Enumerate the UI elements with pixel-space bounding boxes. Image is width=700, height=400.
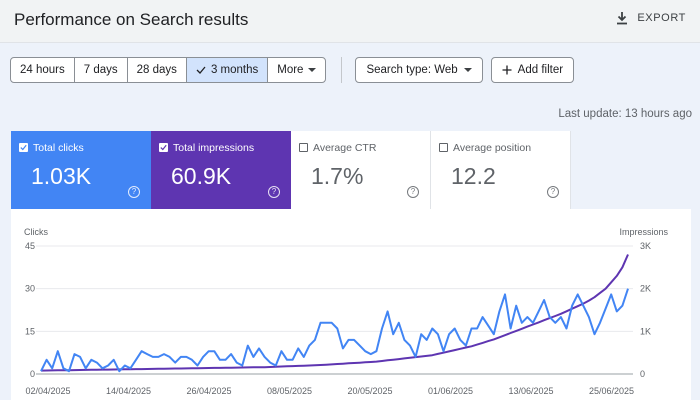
checkbox-unchecked-icon[interactable]	[439, 143, 448, 152]
metric-label: Total impressions	[173, 142, 255, 154]
left-axis-tick-label: 15	[25, 326, 35, 336]
help-icon[interactable]: ?	[407, 186, 419, 198]
add-filter-button[interactable]: Add filter	[490, 57, 575, 83]
filter-bar: 24 hours 7 days 28 days 3 months More Se…	[10, 57, 575, 83]
left-axis-tick-label: 0	[30, 369, 35, 379]
clicks-series-line	[40, 288, 629, 373]
metric-value: 60.9K	[171, 163, 232, 189]
checkbox-checked-icon[interactable]	[159, 143, 168, 152]
right-axis-tick-label: 2K	[640, 284, 651, 294]
search-type-dropdown[interactable]: Search type: Web	[355, 57, 483, 83]
performance-chart-panel: 45 3K 30 2K 15 1K 0 0 Clicks Impressions 02/04/202…	[11, 209, 691, 400]
x-axis-tick-label: 25/06/2025	[589, 386, 634, 396]
metric-label: Average CTR	[313, 142, 377, 154]
help-icon[interactable]: ?	[547, 186, 559, 198]
right-axis-title: Impressions	[619, 227, 668, 237]
x-axis-tick-label: 01/06/2025	[428, 386, 473, 396]
left-axis-tick-label: 30	[25, 284, 35, 294]
left-axis-title: Clicks	[24, 227, 48, 237]
x-axis-tick-label: 13/06/2025	[508, 386, 553, 396]
checkmark-icon	[196, 66, 206, 74]
impressions-series-line	[40, 254, 629, 372]
metric-value: 1.7%	[311, 163, 364, 189]
x-axis-tick-label: 26/04/2025	[186, 386, 231, 396]
metric-card-total-clicks[interactable]: Total clicks 1.03K ?	[11, 131, 151, 209]
plus-icon	[502, 65, 512, 75]
right-axis-tick-label: 1K	[640, 326, 651, 336]
export-label: EXPORT	[637, 12, 686, 24]
divider	[341, 57, 343, 83]
metric-label: Total clicks	[33, 142, 84, 154]
dropdown-arrow-icon	[308, 68, 317, 72]
left-axis-tick-label: 45	[25, 241, 35, 251]
range-3-months[interactable]: 3 months	[186, 58, 269, 82]
performance-chart: 45 3K 30 2K 15 1K 0 0 Clicks Impressions 02/04/202…	[24, 227, 669, 396]
page-title: Performance on Search results	[14, 10, 249, 29]
export-button[interactable]: EXPORT	[615, 11, 686, 25]
metric-card-average-position[interactable]: Average position 12.2 ?	[431, 131, 571, 209]
checkbox-unchecked-icon[interactable]	[299, 143, 308, 152]
right-axis-tick-label: 3K	[640, 241, 651, 251]
range-more-dropdown[interactable]: More	[268, 58, 325, 82]
x-axis-tick-label: 20/05/2025	[347, 386, 392, 396]
x-axis-tick-label: 08/05/2025	[267, 386, 312, 396]
checkbox-checked-icon[interactable]	[19, 143, 28, 152]
metric-value: 12.2	[451, 163, 496, 189]
help-icon[interactable]: ?	[268, 186, 280, 198]
download-icon	[617, 12, 628, 25]
x-axis-tick-label: 02/04/2025	[25, 386, 70, 396]
right-axis-tick-label: 0	[640, 369, 645, 379]
help-icon[interactable]: ?	[128, 186, 140, 198]
metric-cards: Total clicks 1.03K ? Total impressions 6…	[11, 131, 571, 209]
last-update-text: Last update: 13 hours ago	[558, 108, 692, 120]
range-24-hours[interactable]: 24 hours	[11, 58, 75, 82]
x-axis-tick-label: 14/04/2025	[106, 386, 151, 396]
page-header: Performance on Search results EXPORT	[0, 0, 700, 43]
metric-value: 1.03K	[31, 163, 92, 189]
range-28-days[interactable]: 28 days	[128, 58, 187, 82]
date-range-selector: 24 hours 7 days 28 days 3 months More	[10, 57, 327, 83]
metric-card-average-ctr[interactable]: Average CTR 1.7% ?	[291, 131, 431, 209]
dropdown-arrow-icon	[463, 68, 472, 72]
metric-label: Average position	[453, 142, 532, 154]
range-7-days[interactable]: 7 days	[75, 58, 128, 82]
metric-card-total-impressions[interactable]: Total impressions 60.9K ?	[151, 131, 291, 209]
